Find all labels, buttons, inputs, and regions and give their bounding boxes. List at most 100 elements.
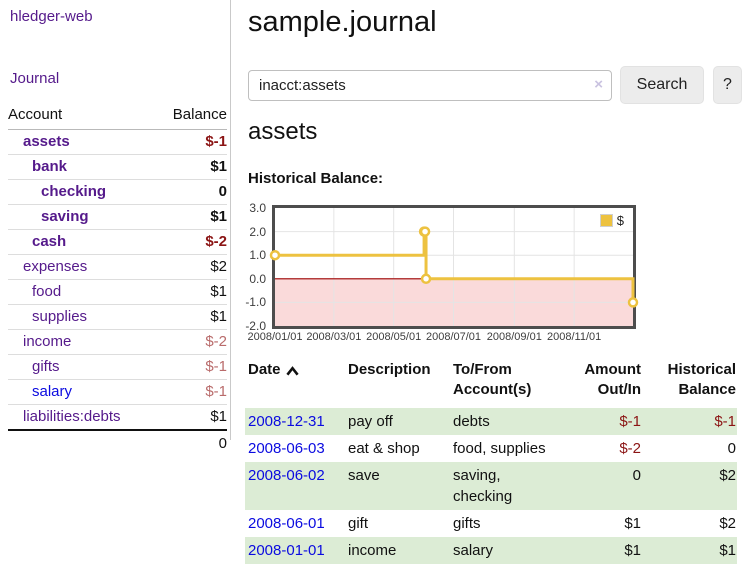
register-amount-cell: $1 xyxy=(624,515,641,532)
clear-search-icon[interactable]: × xyxy=(594,76,603,93)
accounts-total-row: 0 xyxy=(8,429,227,456)
y-tick-label: -2.0 xyxy=(245,319,266,333)
register-amount-cell: $-1 xyxy=(562,408,642,435)
account-link-food[interactable]: food xyxy=(32,283,62,300)
balance-chart: $ xyxy=(269,205,639,329)
register-description-cell: save xyxy=(345,462,450,510)
account-link-checking[interactable]: checking xyxy=(41,183,107,200)
account-link-gifts[interactable]: gifts xyxy=(32,358,60,375)
accounts-total-spacer xyxy=(8,429,156,456)
register-header-description: Description xyxy=(348,361,431,378)
account-row: gifts $-1 xyxy=(8,354,227,380)
account-link-cash[interactable]: cash xyxy=(32,233,67,250)
x-tick-label: 2008/07/01 xyxy=(425,331,482,343)
chart-title: Historical Balance: xyxy=(248,170,384,187)
account-row: cash $-2 xyxy=(8,229,227,255)
account-balance: $1 xyxy=(155,304,227,330)
y-tick-label: 0.0 xyxy=(249,271,266,286)
account-row: checking 0 xyxy=(8,179,227,205)
register-balance-cell: $2 xyxy=(642,462,737,510)
y-tick-label: -1.0 xyxy=(245,295,266,310)
account-heading: assets xyxy=(248,118,318,145)
register-header-date[interactable]: Date xyxy=(245,360,345,408)
y-tick-label: 3.0 xyxy=(249,201,266,215)
sidebar: hledger-web Journal Account Balance asse… xyxy=(0,0,231,456)
register-date-cell: 2008-06-02 xyxy=(245,462,345,510)
legend-label: $ xyxy=(616,213,624,228)
register-date-cell: 2008-06-01 xyxy=(245,510,345,537)
account-balance: $2 xyxy=(155,254,227,280)
account-balance: $-1 xyxy=(155,379,227,405)
transaction-date-link[interactable]: 2008-06-01 xyxy=(248,515,325,532)
brand-link[interactable]: hledger-web xyxy=(10,8,93,25)
register-description-cell: income xyxy=(345,537,450,564)
chart-legend: $ xyxy=(599,213,624,228)
x-tick-label: 2008/11/01 xyxy=(547,331,602,343)
account-link-assets[interactable]: assets xyxy=(23,133,70,150)
account-balance: $1 xyxy=(155,404,227,430)
register-tofrom-cell: saving, checking xyxy=(450,462,562,510)
account-link-liabilities-debts[interactable]: liabilities:debts xyxy=(23,408,121,425)
account-row: supplies $1 xyxy=(8,304,227,330)
register-date-cell: 2008-06-03 xyxy=(245,435,345,462)
accounts-table: Account Balance assets $-1 bank $1 checking 0… xyxy=(8,104,227,456)
y-tick-label: 2.0 xyxy=(249,224,266,239)
register-tofrom-cell: gifts xyxy=(453,515,481,532)
account-link-income[interactable]: income xyxy=(23,333,72,350)
register-description-cell: gift xyxy=(348,515,369,532)
register-tofrom-cell: food, supplies xyxy=(453,440,546,457)
accounts-header-balance: Balance xyxy=(172,106,227,123)
account-balance: $-1 xyxy=(155,354,227,380)
register-row: 2008-12-31 pay off debts $-1 $-1 xyxy=(245,408,737,435)
account-link-supplies[interactable]: supplies xyxy=(32,308,88,325)
x-tick-label: 2008/05/01 xyxy=(366,331,422,343)
account-row: saving $1 xyxy=(8,204,227,230)
account-row: assets $-1 xyxy=(8,129,227,155)
register-date-cell: 2008-01-01 xyxy=(245,537,345,564)
register-body: 2008-12-31 pay off debts $-1 $-1 2008-06-03 ea… xyxy=(245,408,737,564)
account-balance: 0 xyxy=(155,179,227,205)
register-header-amount: Amount Out/In xyxy=(584,361,641,398)
account-balance: $-2 xyxy=(155,329,227,355)
account-link-salary[interactable]: salary xyxy=(32,383,73,400)
search-input[interactable] xyxy=(248,70,612,101)
account-row: income $-2 xyxy=(8,329,227,355)
accounts-body: assets $-1 bank $1 checking 0 saving $1 cash $-2 e… xyxy=(8,129,227,430)
transaction-date-link[interactable]: 2008-06-02 xyxy=(248,467,325,484)
account-balance: $-1 xyxy=(155,129,227,155)
search-button[interactable]: Search xyxy=(620,66,704,104)
transaction-date-link[interactable]: 2008-06-03 xyxy=(248,440,325,457)
account-balance: $1 xyxy=(155,204,227,230)
register-table: Date Description To/From Account(s) Amou… xyxy=(245,360,737,564)
account-link-expenses[interactable]: expenses xyxy=(23,258,88,275)
register-row: 2008-06-03 eat & shop food, supplies $-2 0 xyxy=(245,435,737,462)
register-row: 2008-06-02 save saving, checking 0 $2 xyxy=(245,462,737,510)
register-description-cell: eat & shop xyxy=(348,440,420,457)
register-amount-cell: $1 xyxy=(562,537,642,564)
register-header-tofrom: To/From Account(s) xyxy=(453,361,532,398)
register-tofrom-cell: debts xyxy=(450,408,562,435)
help-button[interactable]: ? xyxy=(713,66,742,104)
register-balance-cell: 0 xyxy=(727,440,736,457)
register-row: 2008-01-01 income salary $1 $1 xyxy=(245,537,737,564)
account-row: bank $1 xyxy=(8,154,227,180)
chart-plot xyxy=(269,208,639,326)
sidebar-item-journal[interactable]: Journal xyxy=(10,70,60,87)
account-row: expenses $2 xyxy=(8,254,227,280)
page-title: sample.journal xyxy=(248,6,437,38)
x-tick-label: 2008/03/01 xyxy=(306,331,362,343)
sort-ascending-icon xyxy=(285,365,299,376)
accounts-header-account: Account xyxy=(8,106,63,123)
register-header-row: Date Description To/From Account(s) Amou… xyxy=(245,360,737,408)
register-date-cell: 2008-12-31 xyxy=(245,408,345,435)
account-link-saving[interactable]: saving xyxy=(41,208,89,225)
legend-swatch-icon xyxy=(599,214,613,227)
register-balance-cell: $2 xyxy=(719,515,736,532)
account-link-bank[interactable]: bank xyxy=(32,158,68,175)
register-amount-cell: $-2 xyxy=(619,440,641,457)
register-description-cell: pay off xyxy=(345,408,450,435)
register-header-date-label: Date xyxy=(248,361,281,378)
transaction-date-link[interactable]: 2008-01-01 xyxy=(248,542,325,559)
transaction-date-link[interactable]: 2008-12-31 xyxy=(248,413,325,430)
